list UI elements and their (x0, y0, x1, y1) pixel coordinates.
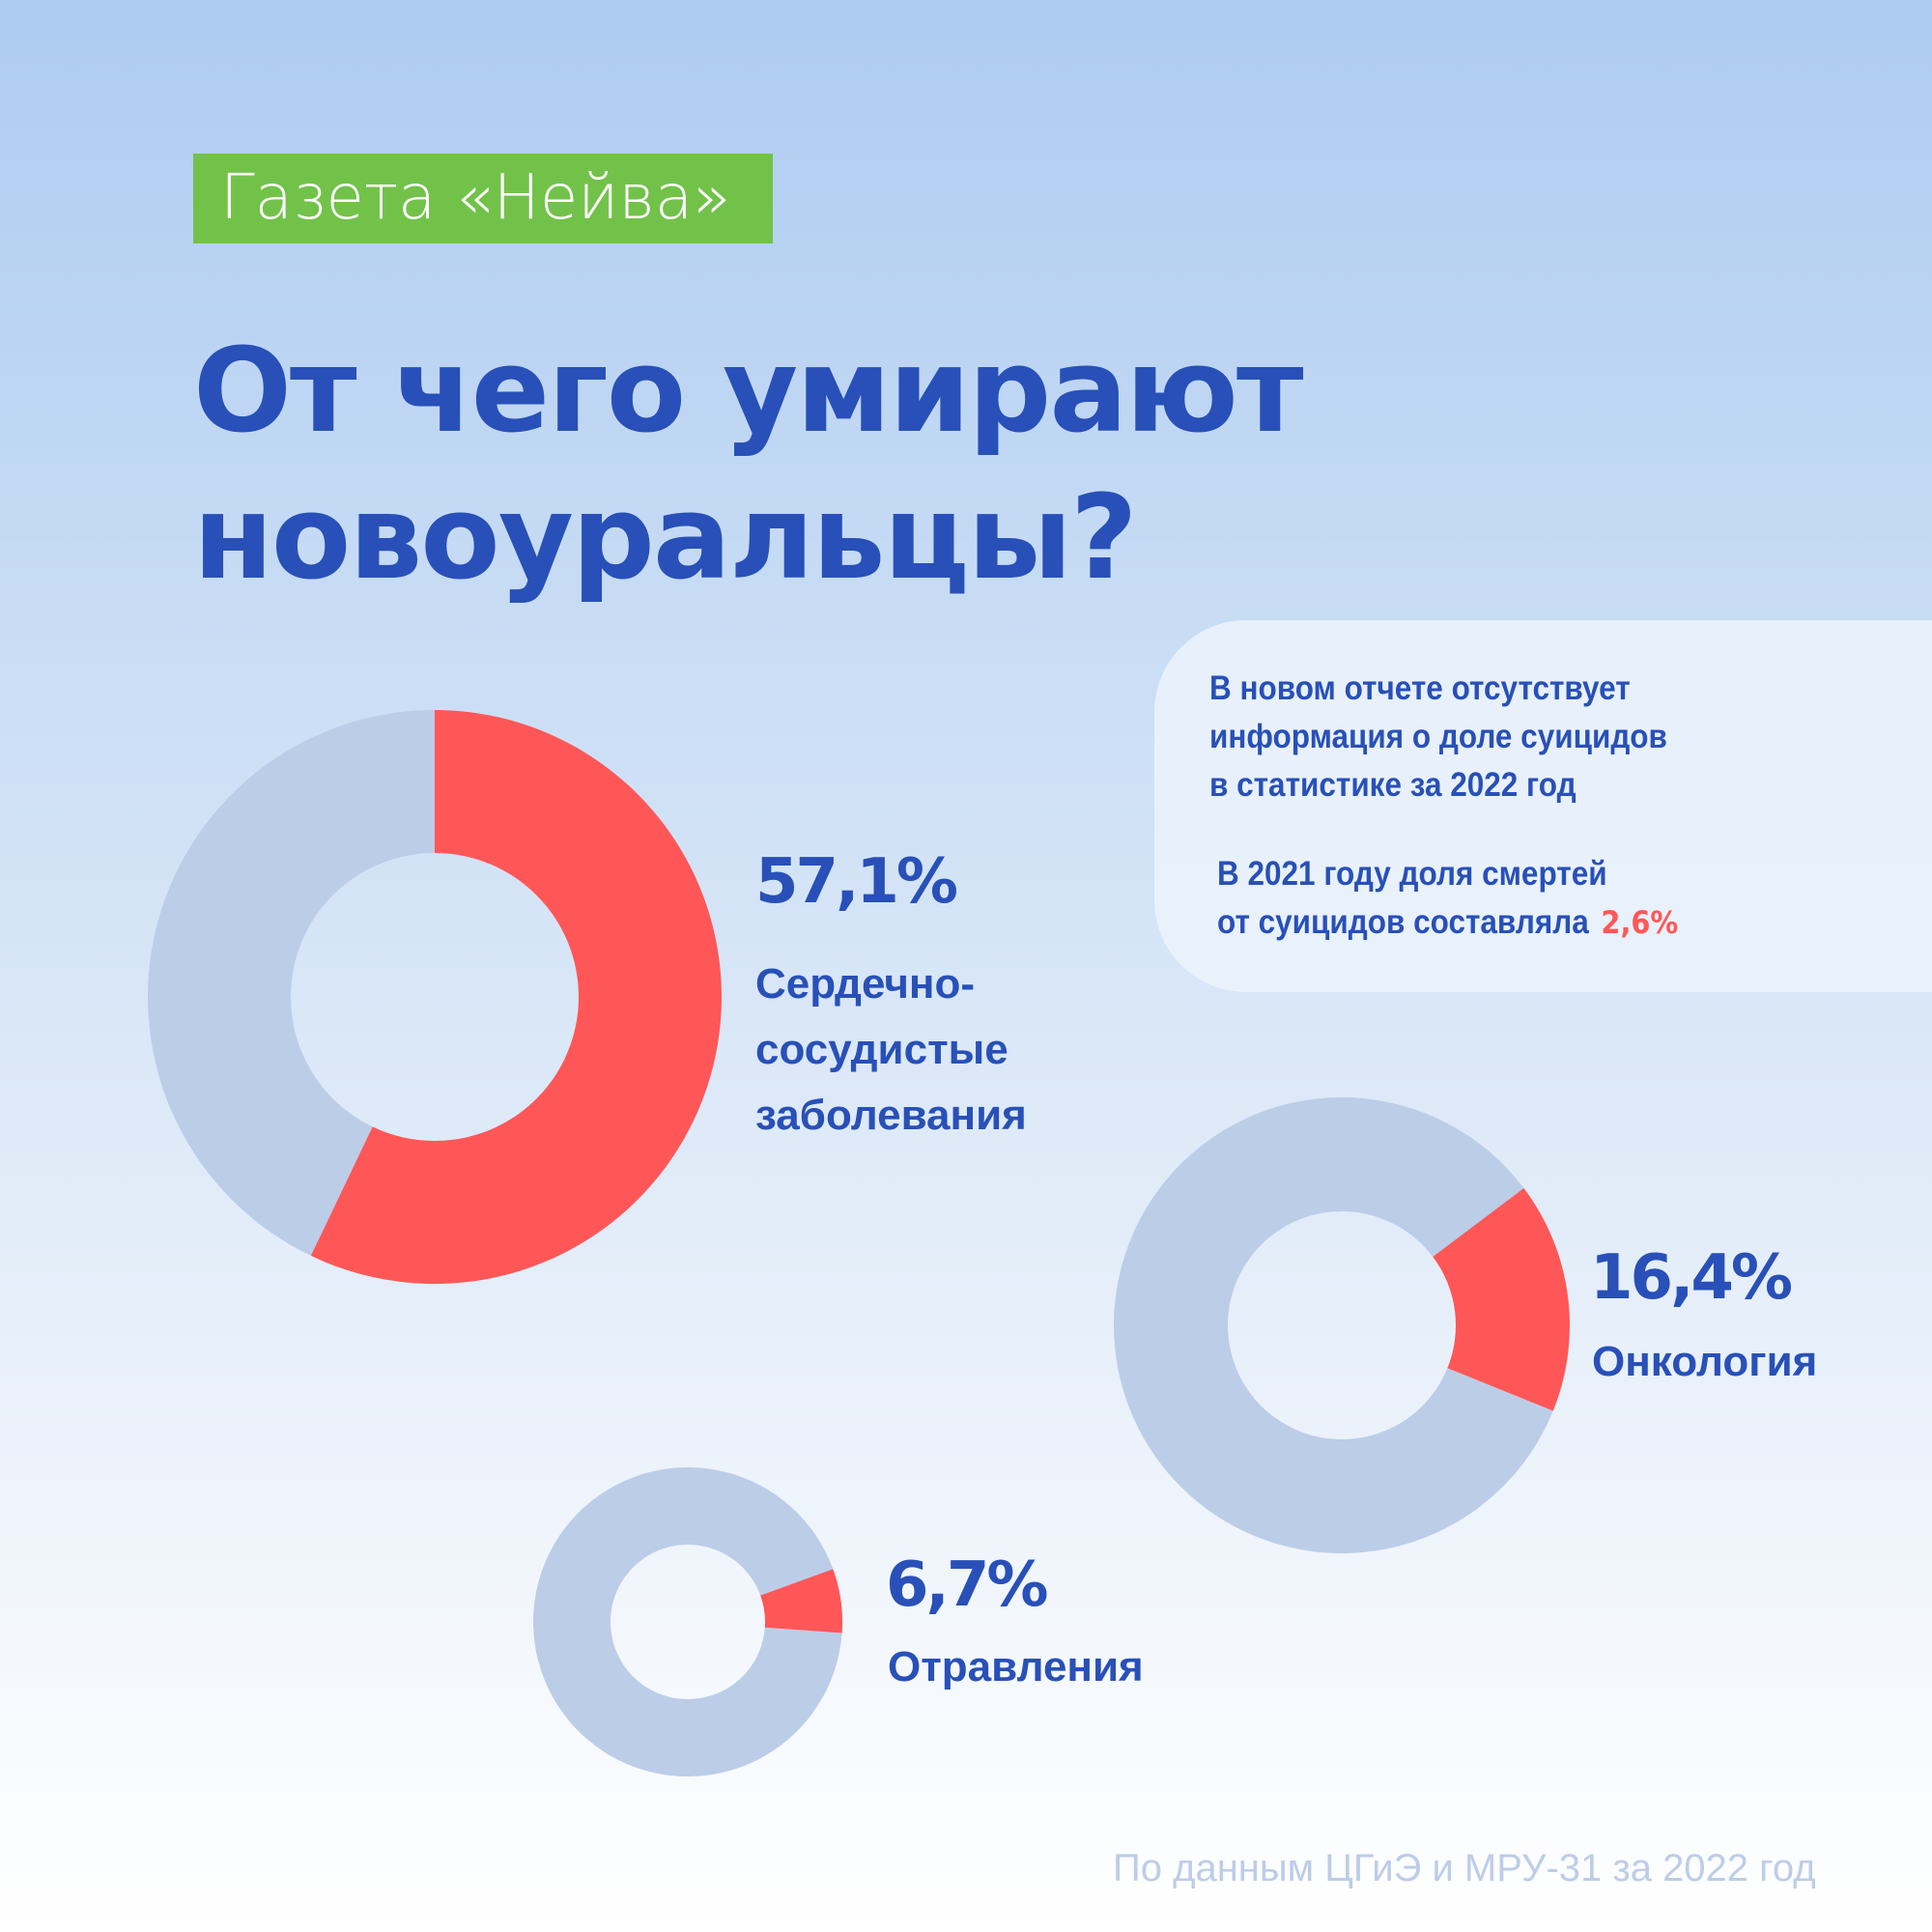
donut-3-value: 6,7% (886, 1549, 1048, 1621)
donut-2-value-slice (1433, 1187, 1570, 1411)
info-line: информация о доле суицидов (1209, 718, 1667, 755)
info-line-text: от суицидов составляла (1217, 903, 1589, 941)
label-line: Сердечно- (755, 960, 975, 1008)
source-footer: По данным ЦГиЭ и МРУ-31 за 2022 год (1113, 1847, 1816, 1889)
info-box (1154, 620, 1932, 992)
suicide-percent: 2,6% (1601, 904, 1679, 941)
donut-1-value-slice (310, 710, 722, 1284)
info-line: В 2021 году доля смертей (1217, 855, 1607, 893)
info-line: В новом отчете отсутствует (1209, 669, 1631, 707)
page-title: От чего умирают новоуральцы? (193, 319, 1303, 612)
donut-2-value: 16,4% (1590, 1242, 1793, 1314)
title-line: От чего умирают (193, 325, 1303, 459)
info-note-2021: В 2021 году доля смертей от суицидов сос… (1217, 850, 1729, 947)
donut-2-label: Онкология (1592, 1338, 1818, 1385)
title-line: новоуральцы? (193, 471, 1138, 606)
donut-3-rest-slice (533, 1467, 842, 1776)
info-line: от суицидов составляла 2,6% (1217, 898, 1678, 947)
label-line: сосудистые (755, 1026, 1009, 1073)
donut-1-label: Сердечно- сосудистые заболевания (755, 952, 1027, 1149)
label-line: заболевания (755, 1092, 1027, 1139)
donut-1-value: 57,1% (755, 846, 958, 918)
newspaper-badge: Газета «Нейва» (193, 154, 773, 243)
donut-2-rest-slice (1114, 1097, 1553, 1553)
donut-1-rest-slice (147, 710, 435, 1256)
info-line: в статистике за 2022 год (1209, 766, 1577, 804)
donut-3-label: Отравления (888, 1643, 1144, 1690)
donut-3-value-slice (760, 1569, 842, 1634)
info-note: В новом отчете отсутствует информация о … (1209, 665, 1719, 810)
